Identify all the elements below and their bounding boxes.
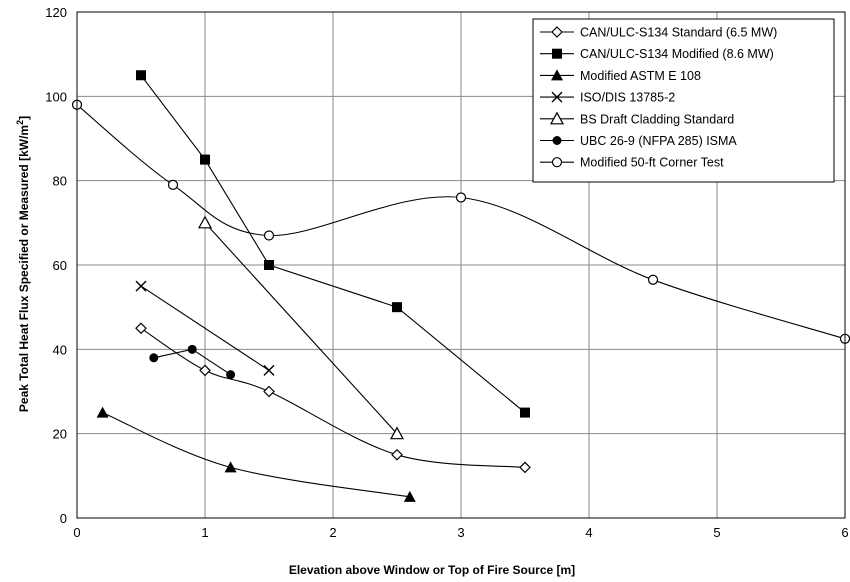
data-point-series-2 [264, 260, 274, 270]
x-tick-label: 1 [201, 525, 208, 540]
data-point-series-5 [197, 215, 213, 229]
y-tick-label: 20 [53, 427, 67, 442]
data-point-series-3 [403, 490, 416, 502]
y-axis-label: Peak Total Heat Flux Specified or Measur… [15, 116, 31, 412]
data-point-series-6 [149, 353, 159, 363]
legend-entry: ISO/DIS 13785-2 [580, 91, 675, 105]
series-line-3 [102, 412, 410, 498]
legend-entry: CAN/ULC-S134 Modified (8.6 MW) [580, 47, 774, 61]
data-point-series-2 [392, 302, 402, 313]
x-tick-label: 3 [457, 525, 464, 540]
x-tick-label: 6 [841, 525, 848, 540]
legend-entry: Modified ASTM E 108 [580, 69, 701, 83]
legend-marker [552, 48, 562, 59]
data-point-series-1 [263, 385, 275, 398]
data-point-series-2 [520, 407, 530, 418]
data-point-series-2 [200, 154, 210, 165]
legend: CAN/ULC-S134 Standard (6.5 MW) CAN/ULC-S1… [532, 18, 835, 183]
legend-marker [549, 111, 565, 125]
data-point-series-4 [135, 280, 147, 292]
legend-box [532, 18, 835, 183]
legend-entry: Modified 50-ft Corner Test [580, 156, 724, 170]
x-axis-label: Elevation above Window or Top of Fire So… [289, 563, 575, 577]
legend-marker [551, 157, 563, 168]
y-tick-label: 60 [53, 258, 67, 273]
legend-marker [551, 26, 563, 38]
data-point-series-7 [647, 274, 659, 285]
x-tick-label: 0 [73, 525, 80, 540]
data-point-series-6 [187, 344, 197, 354]
data-point-series-7 [167, 179, 179, 190]
x-tick-label: 4 [585, 525, 592, 540]
series-line-5 [204, 222, 398, 435]
legend-entry: BS Draft Cladding Standard [580, 112, 734, 126]
data-point-series-3 [96, 406, 109, 418]
y-tick-label: 40 [53, 342, 67, 357]
x-tick-label: 5 [713, 525, 720, 540]
legend-entry: CAN/ULC-S134 Standard (6.5 MW) [580, 26, 777, 40]
y-tick-label: 100 [45, 89, 67, 104]
data-point-series-3 [224, 461, 237, 473]
data-point-series-1 [199, 364, 211, 377]
legend-marker [552, 136, 562, 145]
series-markers [71, 70, 850, 502]
data-point-series-4 [263, 364, 275, 376]
legend-marker [551, 91, 563, 103]
plot-frame [76, 11, 846, 519]
legend-entry: UBC 26-9 (NFPA 285) ISMA [580, 134, 737, 148]
x-tick-label: 2 [329, 525, 336, 540]
data-point-series-1 [391, 448, 403, 461]
data-point-series-7 [455, 192, 467, 203]
y-tick-label: 0 [60, 511, 67, 526]
y-tick-label: 80 [53, 174, 67, 189]
data-point-series-7 [263, 230, 275, 241]
y-tick-label: 120 [45, 5, 67, 20]
data-point-series-5 [389, 426, 405, 440]
legend-marker [551, 69, 563, 81]
series-line-4 [140, 285, 270, 371]
data-point-series-2 [136, 70, 146, 81]
data-point-series-6 [226, 370, 236, 380]
tick-labels: 0 20 40 60 80 100 120 0 1 2 3 4 5 6 [45, 5, 848, 540]
data-point-series-1 [135, 322, 147, 335]
data-point-series-1 [519, 461, 531, 474]
series-line-1 [140, 327, 526, 468]
